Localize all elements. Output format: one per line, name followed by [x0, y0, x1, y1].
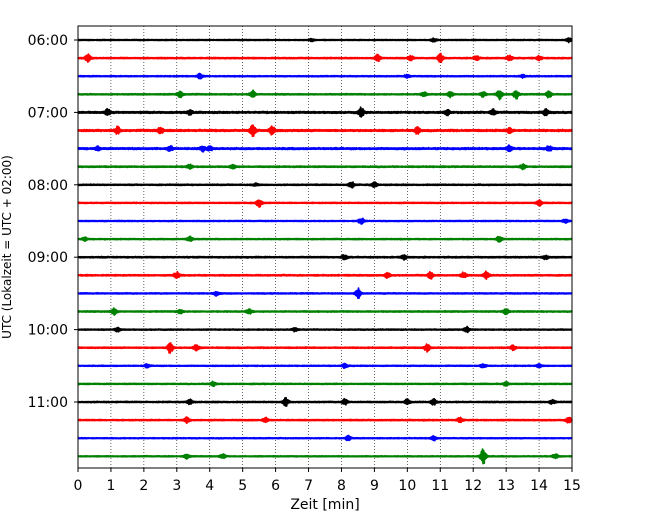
x-tick-label: 11 — [431, 478, 449, 494]
x-axis-ticks: 0 1 2 3 4 5 6 7 8 9 10 11 12 13 14 15 — [74, 468, 581, 494]
y-tick-label: 08:00 — [28, 178, 68, 194]
trace-0915 — [77, 270, 573, 281]
y-tick-label: 07:00 — [28, 105, 68, 121]
y-tick-label: 11:00 — [28, 395, 68, 411]
x-tick-label: 4 — [205, 478, 214, 494]
y-axis-label: UTC (Lokalzeit = UTC + 02:00) — [0, 155, 14, 339]
x-tick-label: 5 — [238, 478, 247, 494]
trace-0700 — [77, 106, 573, 118]
x-tick-label: 14 — [530, 478, 548, 494]
x-tick-label: 2 — [139, 478, 148, 494]
trace-1100 — [77, 396, 573, 407]
trace-0930 — [77, 287, 573, 300]
x-tick-label: 15 — [563, 478, 581, 494]
trace-1030 — [77, 362, 573, 369]
x-tick-label: 0 — [74, 478, 83, 494]
trace-0615 — [77, 52, 573, 64]
trace-0845 — [77, 235, 573, 243]
trace-0630 — [77, 72, 573, 80]
x-tick-label: 3 — [172, 478, 181, 494]
trace-1015 — [77, 342, 573, 354]
trace-0945 — [77, 307, 573, 316]
x-tick-label: 13 — [497, 478, 515, 494]
trace-0830 — [77, 217, 573, 225]
plot-background — [78, 26, 572, 468]
x-tick-label: 6 — [271, 478, 280, 494]
trace-1115 — [77, 416, 573, 425]
x-tick-label: 8 — [337, 478, 346, 494]
x-tick-label: 7 — [304, 478, 313, 494]
y-tick-label: 09:00 — [28, 250, 68, 266]
trace-1045 — [77, 380, 573, 388]
x-tick-label: 1 — [106, 478, 115, 494]
trace-0730 — [77, 144, 573, 153]
x-tick-label: 9 — [370, 478, 379, 494]
plot-frame — [77, 25, 573, 469]
trace-0645 — [77, 89, 573, 101]
x-axis-label: Zeit [min] — [290, 497, 359, 513]
trace-0715 — [77, 124, 573, 138]
y-axis-ticks: 06:00 07:00 08:00 09:00 10:00 11:00 — [28, 33, 78, 411]
seismic-traces — [77, 37, 573, 465]
trace-0600 — [77, 37, 573, 44]
trace-1000 — [77, 325, 573, 334]
trace-0815 — [77, 199, 573, 208]
y-tick-label: 10:00 — [28, 323, 68, 339]
trace-0900 — [77, 253, 573, 261]
trace-1130 — [77, 434, 573, 442]
trace-0745 — [77, 163, 573, 171]
x-tick-label: 10 — [398, 478, 416, 494]
trace-0800 — [77, 181, 573, 189]
y-tick-label: 06:00 — [28, 33, 68, 49]
trace-1145 — [77, 448, 573, 465]
x-tick-label: 12 — [464, 478, 482, 494]
